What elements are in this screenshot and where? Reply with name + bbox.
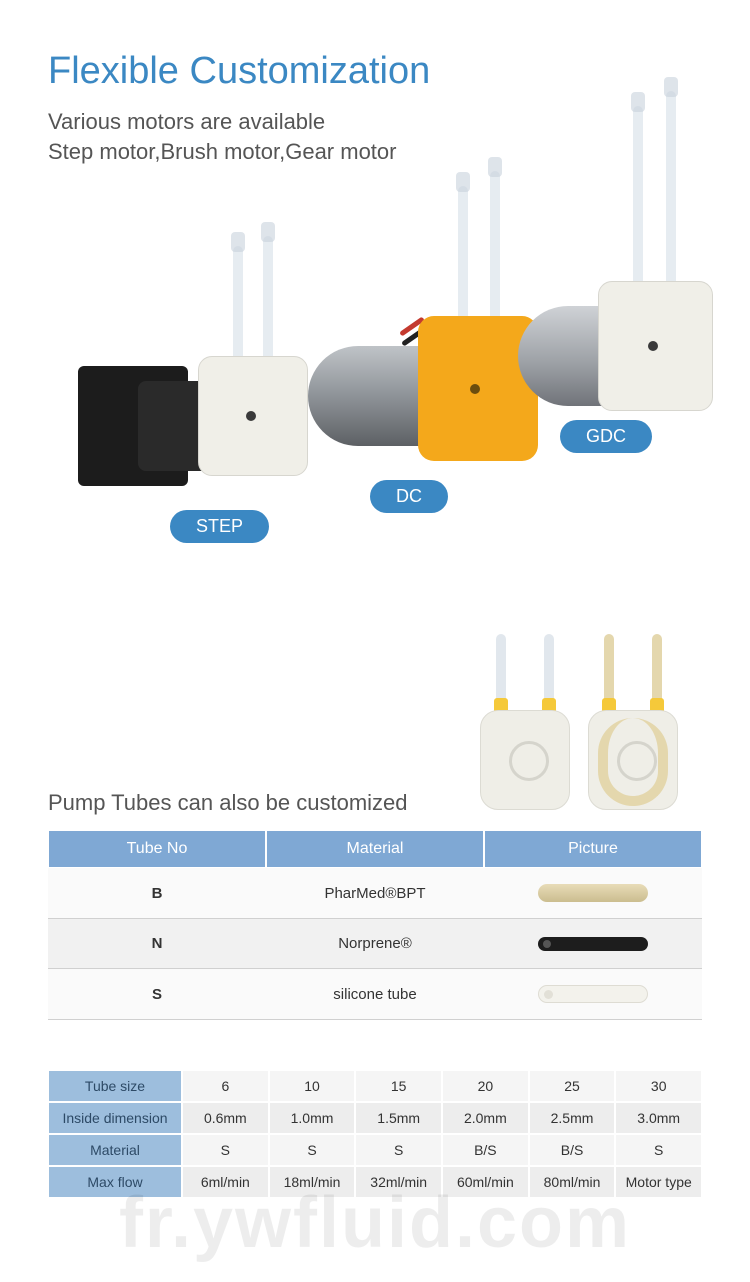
pump-tube-heads-figure: [480, 640, 678, 810]
cell: S: [355, 1134, 442, 1166]
cell: 60ml/min: [442, 1166, 529, 1198]
cell: 1.5mm: [355, 1102, 442, 1134]
cell-tube-no: S: [48, 969, 266, 1019]
cell: 18ml/min: [269, 1166, 356, 1198]
cell-tube-no: N: [48, 919, 266, 968]
cell: B/S: [529, 1134, 616, 1166]
cell: 2.0mm: [442, 1102, 529, 1134]
cell: 32ml/min: [355, 1166, 442, 1198]
tubes-table: Tube No Material Picture B PharMed®BPT N…: [48, 830, 702, 1020]
cell: 25: [529, 1070, 616, 1102]
pump-tube: [666, 91, 676, 286]
label-step: STEP: [170, 510, 269, 543]
pump-tube: [633, 106, 643, 286]
cell: 2.5mm: [529, 1102, 616, 1134]
cell: 30: [615, 1070, 702, 1102]
cell-material: silicone tube: [266, 969, 484, 1019]
table-row: Max flow 6ml/min 18ml/min 32ml/min 60ml/…: [48, 1166, 702, 1198]
cell: S: [269, 1134, 356, 1166]
col-header: Picture: [484, 830, 702, 868]
table-row: N Norprene®: [48, 919, 702, 969]
table-row: Material S S S B/S B/S S: [48, 1134, 702, 1166]
tube-head-silicone: [480, 640, 570, 810]
pump-tube: [458, 186, 468, 321]
cell-picture: [484, 868, 702, 918]
tube-sample-black: [538, 937, 648, 951]
subtitle: Various motors are available Step motor,…: [48, 107, 702, 166]
row-label: Max flow: [48, 1166, 182, 1198]
cell: Motor type: [615, 1166, 702, 1198]
tube-sample-beige: [538, 884, 648, 902]
label-dc: DC: [370, 480, 448, 513]
tube-sample-white: [538, 985, 648, 1003]
cell: 6ml/min: [182, 1166, 269, 1198]
subtitle-line1: Various motors are available: [48, 109, 325, 134]
pump-tube: [490, 171, 500, 321]
cell: 3.0mm: [615, 1102, 702, 1134]
cell: 15: [355, 1070, 442, 1102]
cell-picture: [484, 919, 702, 968]
cell-material: Norprene®: [266, 919, 484, 968]
cell-material: PharMed®BPT: [266, 868, 484, 918]
motor-pump-figure: [48, 196, 702, 616]
row-label: Inside dimension: [48, 1102, 182, 1134]
pump-tube: [263, 236, 273, 361]
spec-table: Tube size 6 10 15 20 25 30 Inside dimens…: [48, 1070, 702, 1198]
cell-tube-no: B: [48, 868, 266, 918]
cell: 0.6mm: [182, 1102, 269, 1134]
cell: 20: [442, 1070, 529, 1102]
table-row: B PharMed®BPT: [48, 868, 702, 919]
label-gdc: GDC: [560, 420, 652, 453]
pump-tube: [233, 246, 243, 361]
cell: 6: [182, 1070, 269, 1102]
table-row: S silicone tube: [48, 969, 702, 1020]
table-row: Tube size 6 10 15 20 25 30: [48, 1070, 702, 1102]
cell: 80ml/min: [529, 1166, 616, 1198]
table-header-row: Tube No Material Picture: [48, 830, 702, 868]
cell: B/S: [442, 1134, 529, 1166]
page-title: Flexible Customization: [48, 50, 702, 93]
tubes-subtitle: Pump Tubes can also be customized: [48, 790, 408, 816]
col-header: Material: [266, 830, 484, 868]
cell-picture: [484, 969, 702, 1019]
cell: S: [615, 1134, 702, 1166]
subtitle-line2: Step motor,Brush motor,Gear motor: [48, 139, 396, 164]
row-label: Material: [48, 1134, 182, 1166]
cell: S: [182, 1134, 269, 1166]
col-header: Tube No: [48, 830, 266, 868]
table-row: Inside dimension 0.6mm 1.0mm 1.5mm 2.0mm…: [48, 1102, 702, 1134]
tube-head-pharmed: [588, 640, 678, 810]
cell: 10: [269, 1070, 356, 1102]
row-label: Tube size: [48, 1070, 182, 1102]
cell: 1.0mm: [269, 1102, 356, 1134]
